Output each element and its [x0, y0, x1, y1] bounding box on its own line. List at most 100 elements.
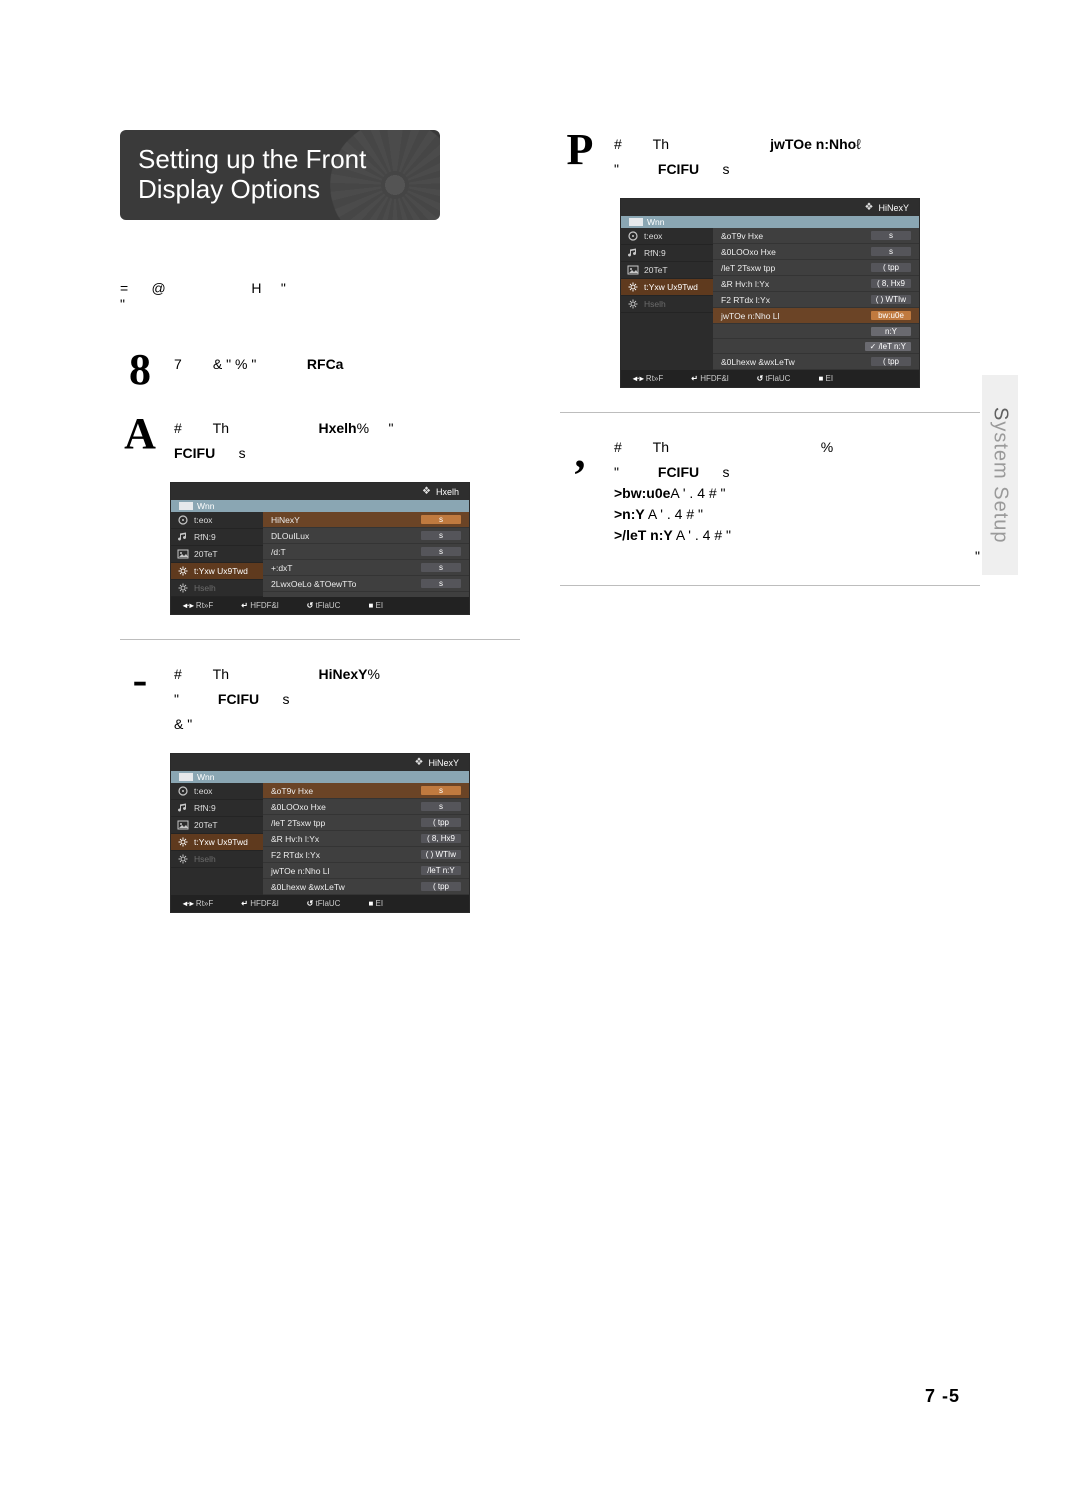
osd-nav-label: t:Yxw Ux9Twd: [644, 282, 698, 292]
note-icon: [627, 248, 639, 258]
title-line-1: Setting up the Front: [138, 144, 366, 174]
step-4-sub-c: s: [722, 161, 729, 177]
step-3-sub-a: ": [174, 691, 179, 707]
title-banner: Setting up the Front Display Options: [120, 130, 440, 220]
osd-row-label: jwTOe n:Nho Ll: [271, 866, 329, 876]
step-4-bold: jwTOe n:Nho: [770, 136, 856, 152]
intro-d: ": [281, 280, 286, 296]
step-4-body: # Th jwTOe n:Nhoℓ " FCIFU s: [614, 130, 980, 180]
osd2-crumb: Wnn: [171, 771, 469, 783]
osd-foot-hint: ■ EI: [368, 899, 383, 908]
osd2-footer: ◂·▸ Rt»F↵ HFDF&l↺ tFlaUC■ EI: [171, 895, 469, 912]
osd-nav-item[interactable]: t:Yxw Ux9Twd: [171, 563, 263, 580]
osd-nav-item[interactable]: 20TeT: [621, 262, 713, 279]
osd-nav-label: RfN:9: [194, 803, 216, 813]
osd-nav-item[interactable]: 20TeT: [171, 817, 263, 834]
osd-row[interactable]: +:dxTs: [263, 560, 469, 576]
cog-icon: [627, 299, 639, 309]
osd-foot-hint: ◂·▸ Rt»F: [183, 899, 213, 908]
osd-nav-item[interactable]: Hselh: [171, 851, 263, 868]
osd-row[interactable]: &0Lhexw &wxLeTw( tpp: [263, 879, 469, 895]
osd-row[interactable]: jwTOe n:Nho Llbw:u0e: [713, 308, 919, 324]
osd-row[interactable]: &R Hv:h l:Yx( 8, Hx9: [713, 276, 919, 292]
osd-nav-item[interactable]: 20TeT: [171, 546, 263, 563]
osd-row-label: &oT9v Hxe: [271, 786, 313, 796]
note-icon: [177, 803, 189, 813]
step-5-sub: " FCIFU s: [614, 462, 980, 483]
step-2-pct: %: [357, 420, 369, 436]
osd-foot-hint: ◂·▸ Rt»F: [183, 601, 213, 610]
osd3-left-nav: t:eoxRfN:9 20TeT t:Yxw Ux9Twd Hselh: [621, 228, 713, 370]
page: System Setup Setting up the Front Displa…: [0, 0, 1080, 1487]
osd-row-value: s: [421, 563, 461, 572]
osd-row-value: ( 8, Hx9: [421, 834, 461, 843]
step-4: P # Th jwTOe n:Nhoℓ " FCIFU s: [560, 130, 980, 180]
intro-a: =: [120, 280, 128, 296]
osd-nav-label: t:Yxw Ux9Twd: [194, 566, 248, 576]
osd-row-option[interactable]: ✓ /leT n:Y: [713, 339, 919, 354]
osd-row[interactable]: HiNexYs: [263, 512, 469, 528]
osd-row[interactable]: F2 RTdx l:Yx( ) WTIw: [713, 292, 919, 308]
osd-nav-label: 20TeT: [644, 265, 668, 275]
osd-row[interactable]: &oT9v Hxe s: [263, 783, 469, 799]
step-5-opt3: >/leT n:Y A ' . 4 # ": [614, 525, 980, 546]
osd-nav-item[interactable]: RfN:9: [171, 800, 263, 817]
osd2-body: t:eox RfN:9 20TeTt:Yxw Ux9TwdHselh &oT9v H…: [171, 783, 469, 895]
osd-nav-item[interactable]: t:Yxw Ux9Twd: [171, 834, 263, 851]
osd-nav-item[interactable]: RfN:9: [171, 529, 263, 546]
step-3-sub: " FCIFU s: [174, 689, 520, 710]
osd-row[interactable]: F2 RTdx l:Yx( ) WTIw: [263, 847, 469, 863]
osd-row-value: s: [421, 786, 461, 795]
osd-row[interactable]: /d:Ts: [263, 544, 469, 560]
osd-row-label: &0Lhexw &wxLeTw: [271, 882, 345, 892]
osd-nav-item[interactable]: Hselh: [621, 296, 713, 313]
osd-row-value: s: [871, 247, 911, 256]
osd-nav-item[interactable]: RfN:9: [621, 245, 713, 262]
title-text: Setting up the Front Display Options: [138, 145, 366, 205]
step-2-sub-a: FCIFU: [174, 445, 215, 461]
gear-icon: [177, 566, 189, 576]
osd-foot-hint: ↵ HFDF&l: [691, 374, 728, 383]
step-5-opt2: >n:Y A ' . 4 # ": [614, 504, 980, 525]
osd-row[interactable]: /leT 2Tsxw tpp( tpp: [263, 815, 469, 831]
intro-b: @: [152, 280, 166, 296]
osd1-right-pane: HiNexYsDLOuILuxs/d:Ts+:dxTs2LwxOeLo &TOe…: [263, 512, 469, 597]
osd-nav-item[interactable]: t:eox: [171, 783, 263, 800]
osd-row[interactable]: &R Hv:h l:Yx( 8, Hx9: [263, 831, 469, 847]
osd-option-value: ✓ /leT n:Y: [865, 342, 911, 351]
osd-option-value: n:Y: [871, 327, 911, 336]
osd-row-value: ( tpp: [871, 357, 911, 366]
step-4-sub: " FCIFU s: [614, 159, 980, 180]
osd-nav-item[interactable]: Hselh: [171, 580, 263, 597]
cog-icon: [177, 583, 189, 593]
osd1-crumb: Wnn: [171, 500, 469, 512]
osd-row[interactable]: DLOuILuxs: [263, 528, 469, 544]
step-5-opt2-label: >n:Y: [614, 506, 645, 522]
osd-nav-item[interactable]: t:eox: [621, 228, 713, 245]
osd3-header: HiNexY: [621, 199, 919, 216]
side-tab-lead: S: [990, 407, 1012, 421]
step-2-body: # Th Hxelh% " FCIFU s: [174, 414, 520, 464]
osd-row[interactable]: &0LOOxo Hxe s: [713, 244, 919, 260]
page-number: 7 -5: [925, 1386, 960, 1407]
osd-foot-hint: ↺ tFlaUC: [307, 601, 341, 610]
disc-icon: [177, 786, 189, 796]
osd-row-value: s: [421, 579, 461, 588]
osd-row-label: &oT9v Hxe: [721, 231, 763, 241]
osd-foot-hint: ■ EI: [818, 374, 833, 383]
osd-row-option[interactable]: n:Y: [713, 324, 919, 339]
osd-row[interactable]: &0LOOxo Hxes: [263, 799, 469, 815]
osd-row-label: &0LOOxo Hxe: [721, 247, 776, 257]
step-3-sub-b: FCIFU: [218, 691, 259, 707]
step-5-opt1: >bw:u0eA ' . 4 # ": [614, 483, 980, 504]
osd-row[interactable]: /leT 2Tsxw tpp( tpp: [713, 260, 919, 276]
osd-nav-item[interactable]: t:eox: [171, 512, 263, 529]
step-1-a: 7: [174, 356, 182, 372]
osd-row[interactable]: &oT9v Hxes: [713, 228, 919, 244]
osd1-header-text: Hxelh: [436, 487, 459, 497]
osd-row[interactable]: &0Lhexw &wxLeTw( tpp: [713, 354, 919, 370]
osd-nav-item[interactable]: t:Yxw Ux9Twd: [621, 279, 713, 296]
osd1-body: t:eoxRfN:920TeT t:Yxw Ux9Twd Hselh HiNexYs…: [171, 512, 469, 597]
osd-row[interactable]: jwTOe n:Nho Ll/leT n:Y: [263, 863, 469, 879]
osd-row[interactable]: 2LwxOeLo &TOewTTos: [263, 576, 469, 592]
